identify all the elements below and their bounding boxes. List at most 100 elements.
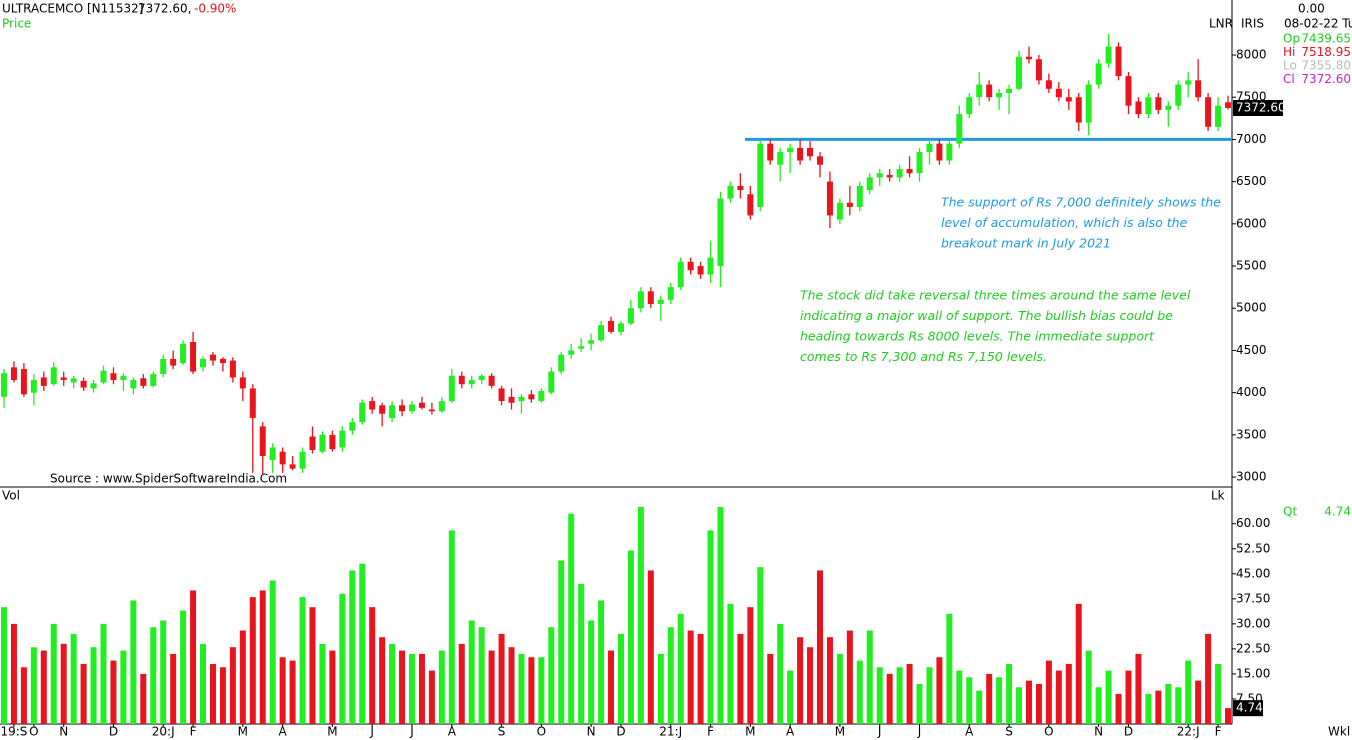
candle-body (608, 320, 615, 332)
candle-body (289, 464, 296, 469)
candle-body (30, 379, 37, 393)
volume-bar (60, 643, 67, 724)
volume-bar (1215, 663, 1222, 724)
annotation: heading towards Rs 8000 levels. The imme… (800, 329, 1155, 344)
candle-body (717, 198, 724, 267)
candle-body (299, 451, 306, 469)
y-tick-label: 5500 (1236, 259, 1267, 273)
candle-body (976, 84, 983, 98)
candle-body (886, 174, 893, 178)
candle-body (667, 287, 674, 300)
candle-body (797, 147, 804, 161)
volume-bar (200, 643, 207, 724)
volume-bar (1115, 693, 1122, 724)
candle-body (50, 367, 57, 385)
ohlc-value: 7355.80 (1301, 59, 1351, 73)
x-tick-label: D (616, 725, 625, 739)
candle-body (1145, 97, 1152, 115)
y-tick-label: 7000 (1236, 132, 1267, 146)
candle-body (428, 409, 435, 412)
volume-info-name: Qt (1283, 505, 1297, 519)
volume-bar (448, 530, 455, 724)
candle-body (70, 378, 77, 383)
volume-bar (707, 530, 714, 724)
volume-bar (737, 633, 744, 724)
candle-body (558, 354, 565, 372)
candle-body (349, 422, 356, 431)
candle-body (60, 377, 67, 380)
candle-body (1195, 80, 1202, 98)
volume-bar (289, 660, 296, 724)
candle-body (498, 388, 505, 402)
candle-body (369, 401, 376, 410)
volume-bar (697, 633, 704, 724)
x-tick-label: 20:J (152, 725, 175, 739)
volume-bar (1105, 670, 1112, 724)
volume-bar (309, 607, 316, 724)
candle-body (896, 168, 903, 178)
volume-bar (409, 653, 415, 724)
candle-body (767, 143, 774, 161)
volume-bar (468, 620, 475, 724)
volume-bar (588, 620, 595, 724)
x-tick-label: D (1124, 725, 1133, 739)
volume-bar (1125, 670, 1132, 724)
y2-tick-label: 15.00 (1236, 666, 1270, 680)
x-tick-label: 21:J (659, 725, 682, 739)
candle-body (339, 430, 346, 448)
annotation: indicating a major wall of support. The … (800, 308, 1173, 323)
volume-bar (1055, 670, 1062, 724)
candle-body (229, 360, 236, 378)
candle-body (418, 402, 425, 408)
top-right-value: 0.00 (1298, 2, 1325, 16)
x-tick-label: F (1215, 725, 1222, 739)
candle-body (468, 379, 475, 385)
volume-unit: Lk (1211, 489, 1225, 503)
candle-body (1125, 76, 1132, 106)
candle-body (140, 378, 147, 386)
volume-bar (219, 667, 226, 724)
candle-body (647, 291, 654, 305)
x-tick-label: J (877, 725, 882, 739)
volume-bar (209, 663, 216, 724)
ohlc-name: Lo (1283, 59, 1297, 73)
volume-bar (1225, 708, 1231, 724)
candle-body (478, 375, 485, 380)
candle-body (538, 390, 545, 402)
candle-body (1065, 97, 1072, 102)
volume-bar (548, 627, 555, 724)
candle-body (906, 168, 913, 174)
x-tick-label: A (965, 725, 974, 739)
volume-bar (180, 610, 187, 724)
volume-bar (1095, 687, 1102, 724)
volume-bar (1185, 660, 1192, 724)
candle-body (966, 97, 973, 115)
volume-bar (299, 597, 306, 724)
x-tick-label: O (29, 725, 38, 739)
candle-body (747, 194, 754, 216)
candle-body (448, 375, 455, 402)
volume-bar (1, 607, 7, 724)
candle-body (548, 371, 555, 393)
y2-tick-label: 37.50 (1236, 591, 1270, 605)
candle-body (687, 261, 694, 271)
ohlc-name: Cl (1283, 72, 1295, 86)
volume-bar (30, 647, 37, 724)
volume-bar (40, 650, 47, 724)
candle-body (1006, 88, 1013, 94)
candle-body (249, 388, 256, 418)
volume-bar (239, 630, 246, 724)
volume-bar (598, 600, 605, 724)
candle-body (279, 451, 286, 465)
last-price: 7372.60, (138, 2, 191, 16)
x-tick-label: J (369, 725, 374, 739)
volume-bar (20, 667, 27, 724)
volume-bar (777, 623, 784, 724)
volume-bar (608, 650, 615, 724)
annotation: The stock did take reversal three times … (800, 288, 1191, 303)
volume-bar (1016, 687, 1023, 724)
y-tick-label: 4000 (1236, 385, 1267, 399)
candle-body (856, 185, 863, 207)
candle-body (488, 375, 495, 386)
